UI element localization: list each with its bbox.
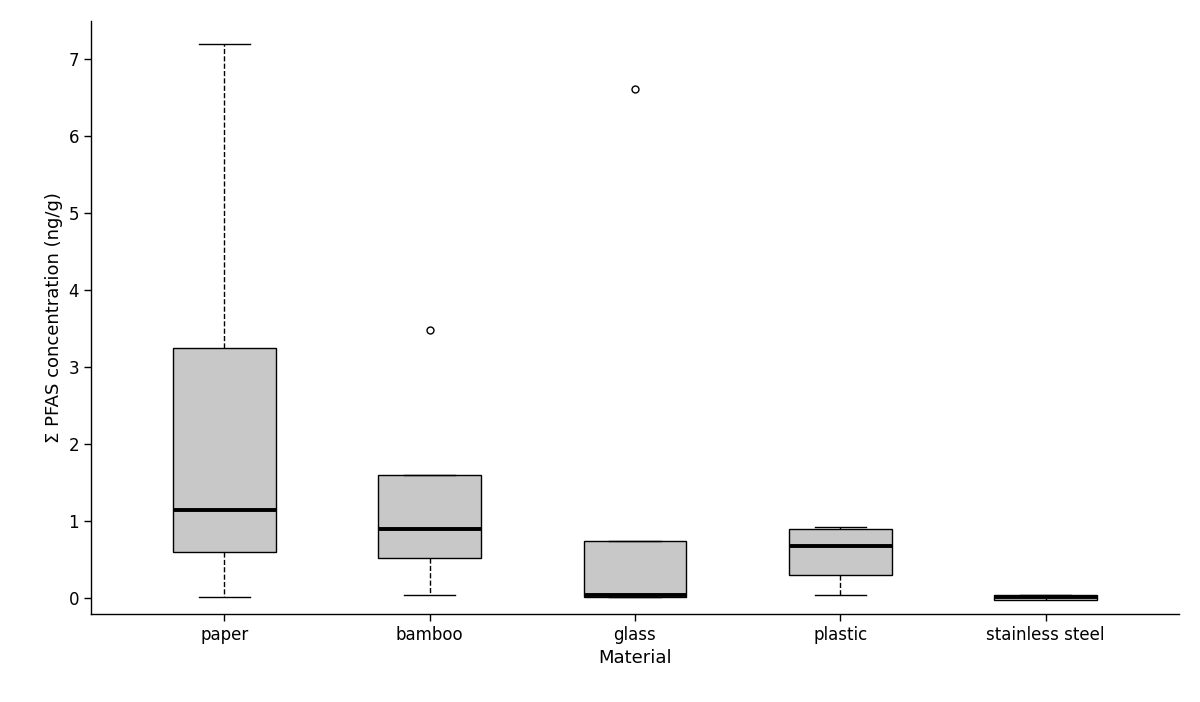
PathPatch shape [583, 541, 686, 597]
PathPatch shape [790, 529, 892, 575]
Y-axis label: Σ PFAS concentration (ng/g): Σ PFAS concentration (ng/g) [44, 192, 62, 443]
PathPatch shape [173, 348, 276, 552]
PathPatch shape [995, 595, 1097, 600]
PathPatch shape [378, 475, 481, 558]
X-axis label: Material: Material [598, 649, 672, 667]
